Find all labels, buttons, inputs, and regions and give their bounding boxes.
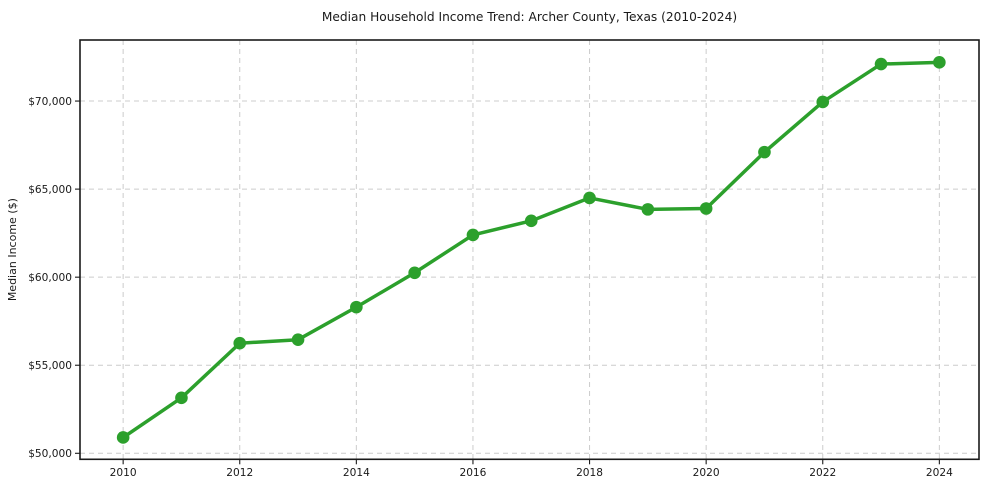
data-point-2021 bbox=[758, 145, 771, 159]
x-tick-label: 2024 bbox=[926, 467, 953, 479]
y-axis-label: Median Income ($) bbox=[6, 198, 19, 301]
x-tick-label: 2018 bbox=[576, 467, 603, 479]
x-tick-label: 2016 bbox=[459, 467, 486, 479]
y-tick-label: $70,000 bbox=[28, 96, 72, 108]
data-point-2011 bbox=[175, 391, 188, 405]
x-tick-label: 2020 bbox=[693, 467, 720, 479]
data-point-2014 bbox=[350, 300, 363, 314]
y-tick-label: $55,000 bbox=[28, 360, 72, 372]
data-point-2020 bbox=[699, 202, 713, 215]
grid-lines bbox=[80, 40, 979, 460]
data-point-2019 bbox=[641, 203, 655, 216]
data-point-2012 bbox=[233, 336, 247, 350]
line-series bbox=[116, 56, 946, 444]
data-point-2017 bbox=[524, 214, 538, 228]
data-point-2018 bbox=[583, 191, 596, 205]
data-point-2010 bbox=[116, 431, 130, 444]
data-point-2022 bbox=[816, 95, 830, 109]
y-tick-label: $50,000 bbox=[28, 448, 72, 460]
y-tick-label: $65,000 bbox=[28, 184, 72, 196]
axis-ticks bbox=[75, 100, 940, 465]
x-tick-label: 2022 bbox=[809, 467, 836, 479]
data-point-2015 bbox=[408, 266, 421, 280]
chart-title: Median Household Income Trend: Archer Co… bbox=[322, 10, 737, 24]
data-point-2013 bbox=[291, 333, 305, 346]
x-tick-label: 2014 bbox=[343, 467, 370, 479]
x-tick-label: 2010 bbox=[110, 467, 137, 479]
y-tick-label: $60,000 bbox=[28, 272, 72, 284]
data-point-2016 bbox=[466, 228, 480, 242]
trend-line bbox=[121, 60, 942, 440]
data-point-2023 bbox=[874, 57, 888, 71]
x-tick-labels: 2010 2012 2014 2016 2018 2020 2022 2024 bbox=[110, 467, 953, 479]
data-point-2024 bbox=[933, 56, 946, 69]
plot-border bbox=[79, 39, 980, 461]
x-tick-label: 2012 bbox=[226, 467, 253, 479]
y-tick-labels: $50,000 $55,000 $60,000 $65,000 $70,000 bbox=[28, 96, 72, 460]
